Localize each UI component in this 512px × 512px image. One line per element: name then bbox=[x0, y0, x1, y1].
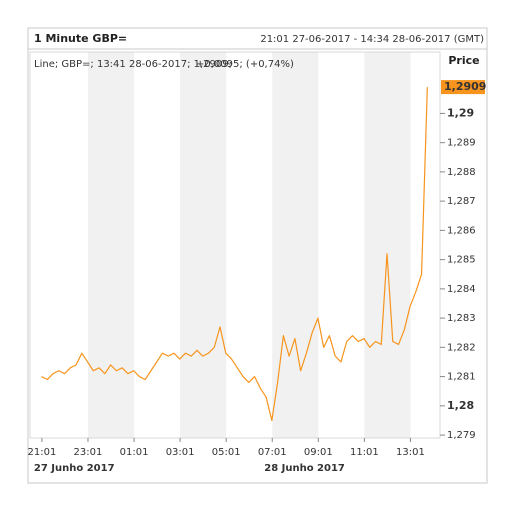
chart-title: 1 Minute GBP= bbox=[34, 32, 127, 45]
y-tick-label: 1,281 bbox=[447, 372, 476, 383]
x-tick-label: 13:01 bbox=[396, 447, 425, 458]
y-tick-label: 1,28 bbox=[447, 399, 474, 412]
x-tick-label: 07:01 bbox=[258, 447, 287, 458]
y-tick-label: 1,29 bbox=[447, 106, 474, 119]
chart-subtitle: 21:01 27-06-2017 - 14:34 28-06-2017 (GMT… bbox=[260, 34, 484, 45]
x-tick-label: 01:01 bbox=[120, 447, 149, 458]
x-tick-label: 21:01 bbox=[27, 447, 56, 458]
x-tick-label: 03:01 bbox=[166, 447, 195, 458]
x-band bbox=[180, 52, 227, 438]
plot-border bbox=[29, 51, 441, 439]
y-tick-label: 1,285 bbox=[447, 255, 476, 266]
x-date-label: 28 Junho 2017 bbox=[264, 463, 345, 474]
x-date-label: 27 Junho 2017 bbox=[34, 463, 115, 474]
last-value-label: 1,2909 bbox=[444, 80, 486, 93]
x-tick-label: 05:01 bbox=[212, 447, 241, 458]
x-band bbox=[87, 52, 135, 438]
plot-area bbox=[29, 51, 441, 439]
last-value-box bbox=[441, 80, 485, 95]
legend-change: +0,0095; (+0,74%) bbox=[196, 59, 294, 70]
legend-text: Line; GBP=; 13:41 28-06-2017; 1,2909; bbox=[34, 59, 232, 70]
y-tick-label: 1,286 bbox=[447, 225, 476, 236]
y-tick-label: 1,283 bbox=[447, 313, 476, 324]
y-tick-label: 1,288 bbox=[447, 167, 476, 178]
y-tick-label: 1,289 bbox=[447, 138, 476, 149]
x-tick-label: 11:01 bbox=[350, 447, 379, 458]
y-tick-label: 1,284 bbox=[447, 284, 476, 295]
y-axis-label: Price bbox=[448, 54, 479, 67]
price-line bbox=[41, 87, 428, 422]
x-band bbox=[364, 52, 411, 438]
y-tick-label: 1,279 bbox=[447, 430, 476, 441]
x-tick-label: 23:01 bbox=[74, 447, 103, 458]
x-tick-label: 09:01 bbox=[304, 447, 333, 458]
y-tick-label: 1,282 bbox=[447, 342, 476, 353]
y-tick-label: 1,287 bbox=[447, 196, 476, 207]
x-band bbox=[272, 52, 319, 438]
